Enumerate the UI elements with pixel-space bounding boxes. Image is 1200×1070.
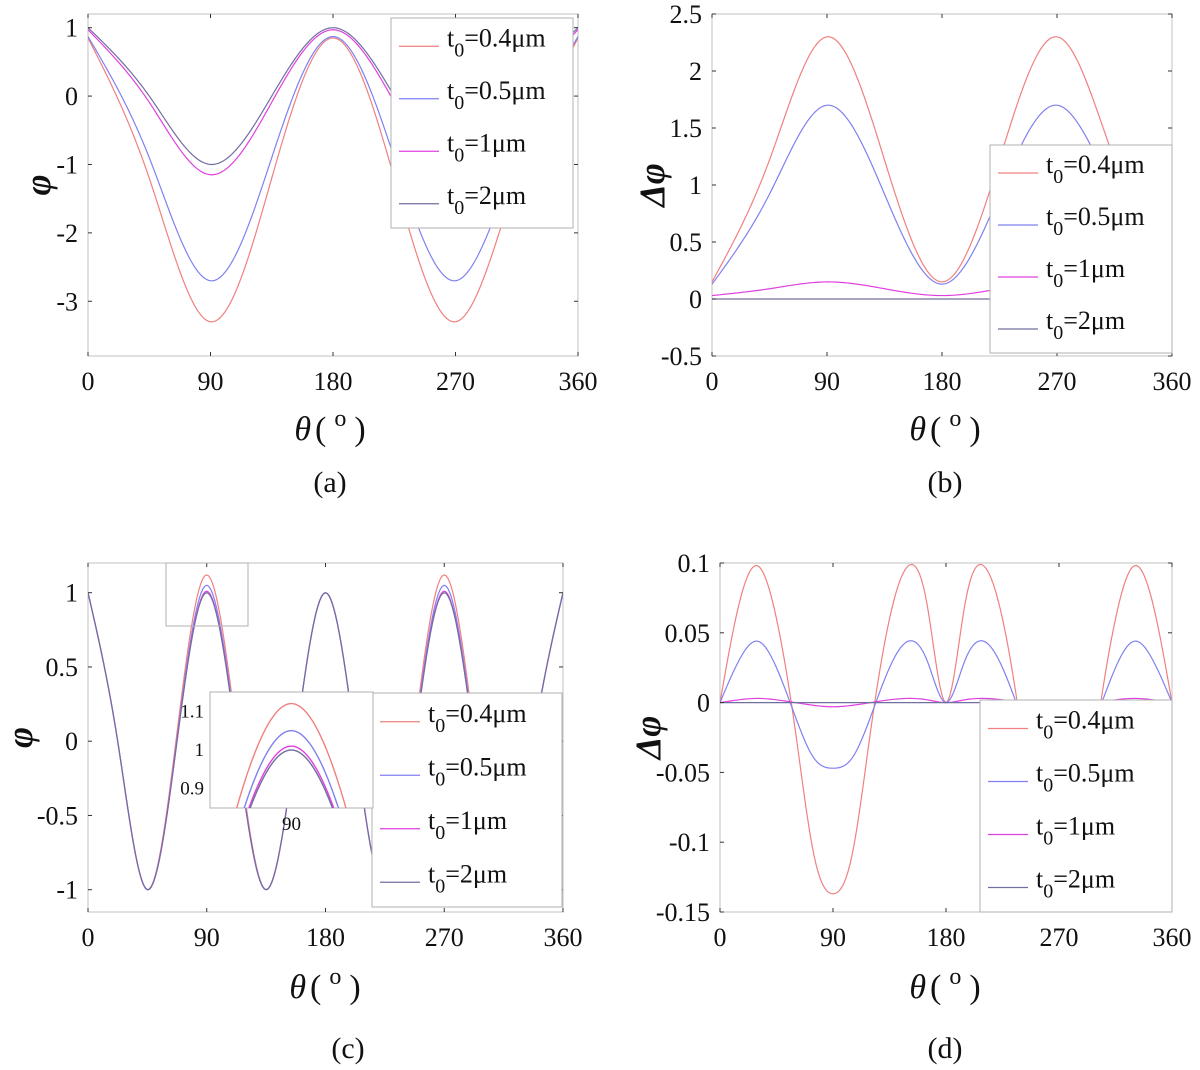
panel-caption: (b) — [928, 466, 963, 499]
legend-entry: t0=1μm — [1036, 812, 1115, 850]
legend: t0=0.4μm t0=0.5μm t0=1μm t0=2μm — [390, 17, 574, 229]
y-tick-label: -0.1 — [669, 828, 710, 857]
y-tick-label: 2 — [689, 57, 702, 86]
inset-series-line-0 — [235, 702, 347, 808]
legend-entry: t0=2μm — [447, 181, 526, 219]
y-tick-label: 1 — [689, 171, 702, 200]
y-tick-label: -0.5 — [37, 801, 78, 830]
zoom-region-rect — [165, 562, 249, 627]
y-axis-label: Δφ — [628, 716, 668, 762]
x-tick-label: 360 — [559, 367, 598, 396]
y-tick-label: 0.1 — [678, 549, 711, 578]
panel-caption: (d) — [928, 1032, 963, 1065]
x-tick-label: 0 — [714, 923, 727, 952]
x-tick-label: 0 — [82, 367, 95, 396]
x-tick-label: 90 — [198, 367, 224, 396]
legend-entry: t0=0.4μm — [447, 23, 546, 61]
inset-series-line-3 — [249, 749, 334, 808]
x-tick-label: 180 — [927, 923, 966, 952]
legend-box — [390, 17, 574, 229]
x-tick-label: 270 — [1038, 367, 1077, 396]
y-tick-label: 0 — [697, 689, 710, 718]
legend-entry: t0=1μm — [1046, 254, 1125, 292]
panel-caption: (a) — [313, 466, 346, 499]
x-tick-label: 90 — [820, 923, 846, 952]
panel-d: 0 90 180 270 360 0.1 0.05 0 -0.05 -0.1 -0.15 Δφ θ(o)… — [628, 549, 1192, 1065]
y-axis-label: Δφ — [632, 163, 672, 209]
y-tick-label: -0.5 — [661, 342, 702, 371]
y-tick-label: -1 — [56, 150, 78, 179]
x-axis-label: θ(o) — [909, 406, 980, 448]
inset-plot: 1.1 1 0.9 90 — [180, 691, 374, 835]
x-tick-label: 270 — [1040, 923, 1079, 952]
series-line-a-0 — [88, 37, 578, 323]
legend-entry: t0=0.5μm — [1036, 759, 1135, 797]
x-tick-label: 360 — [544, 923, 583, 952]
legend-box — [989, 144, 1173, 354]
x-axis-label: θ(o) — [909, 964, 980, 1006]
y-tick-label: -0.05 — [656, 758, 710, 787]
panel-caption: (c) — [331, 1032, 364, 1065]
panel-a: 0 90 180 270 36010-1-2-3φθ(o)(a)t0=0.4μmt0=0… — [18, 13, 598, 499]
legend-box — [979, 699, 1173, 913]
y-tick-label: 0 — [65, 727, 78, 756]
legend-entry: t0=0.4μm — [428, 699, 527, 737]
y-axis-label: φ — [18, 174, 58, 195]
legend-entry: t0=0.5μm — [447, 76, 546, 114]
x-tick-label: 270 — [425, 923, 464, 952]
inset-series-line-2 — [248, 745, 335, 808]
x-tick-label: 360 — [1153, 923, 1192, 952]
panel-b: 0 90 180 270 3602.521.510.50-0.5Δφθ(o)(b)t0=… — [632, 0, 1192, 499]
x-tick-label: 360 — [1153, 367, 1192, 396]
legend: t0=0.4μm t0=0.5μm t0=1μm t0=2μm — [979, 699, 1173, 913]
inset-x-tick-label: 90 — [282, 814, 301, 835]
y-tick-label: -1 — [56, 876, 78, 905]
legend-entry: t0=2μm — [428, 859, 507, 897]
series-line-b-0 — [712, 36, 1172, 283]
legend-entry: t0=0.5μm — [1046, 202, 1145, 240]
x-tick-label: 90 — [194, 923, 220, 952]
y-tick-label: -0.15 — [656, 898, 710, 927]
x-tick-label: 270 — [436, 367, 475, 396]
legend-entry: t0=2μm — [1036, 865, 1115, 903]
y-tick-label: 0.5 — [46, 653, 79, 682]
x-tick-label: 180 — [306, 923, 345, 952]
legend: t0=0.4μm t0=0.5μm t0=1μm t0=2μm — [989, 144, 1173, 354]
inset-y-tick-label: 1.1 — [180, 701, 204, 722]
x-tick-label: 0 — [706, 367, 719, 396]
y-tick-label: 0.05 — [665, 619, 711, 648]
legend-entry: t0=1μm — [428, 806, 507, 844]
inset-y-tick-label: 0.9 — [180, 779, 204, 800]
inset-y-tick-label: 1 — [195, 740, 205, 761]
y-tick-label: -2 — [56, 219, 78, 248]
panel-c: 0 90 180 270 36010.50-0.5-1φθ(o)(c)t0=0.4μmt… — [0, 562, 583, 1065]
x-axis-label: θ(o) — [294, 406, 365, 448]
y-tick-label: 0.5 — [670, 228, 703, 257]
x-tick-label: 0 — [82, 923, 95, 952]
legend-entry: t0=0.4μm — [1036, 706, 1135, 744]
y-tick-label: 0 — [65, 82, 78, 111]
legend: t0=0.4μm t0=0.5μm t0=1μm t0=2μm — [371, 692, 563, 908]
y-tick-label: 1 — [65, 579, 78, 608]
y-axis-label: φ — [0, 727, 40, 748]
x-tick-label: 180 — [923, 367, 962, 396]
inset-series-line-1 — [243, 729, 340, 808]
legend-entry: t0=1μm — [447, 128, 526, 166]
legend-entry: t0=2μm — [1046, 306, 1125, 344]
legend-entry: t0=0.5μm — [428, 752, 527, 790]
legend-entry: t0=0.4μm — [1046, 150, 1145, 188]
y-tick-label: -3 — [56, 287, 78, 316]
y-tick-label: 1.5 — [670, 114, 703, 143]
x-tick-label: 90 — [814, 367, 840, 396]
y-tick-label: 1 — [65, 14, 78, 43]
x-axis-label: θ(o) — [289, 964, 360, 1006]
y-tick-label: 2.5 — [670, 0, 703, 29]
x-tick-label: 180 — [314, 367, 353, 396]
y-tick-label: 0 — [689, 285, 702, 314]
